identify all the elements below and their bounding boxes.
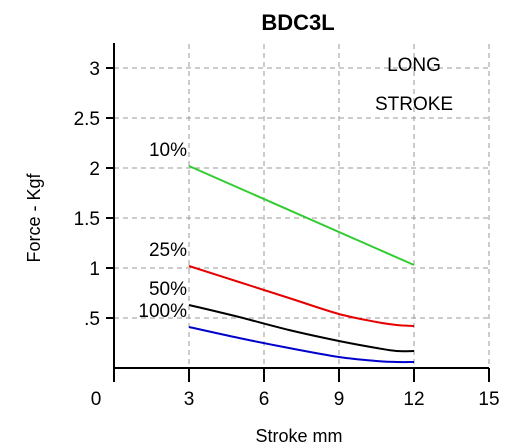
y-tick-label: 1 [89, 259, 100, 280]
annotation-line-2: STROKE [375, 94, 453, 115]
chart-title: BDC3L [261, 10, 334, 35]
series-line-0 [188, 165, 415, 266]
y-tick-label: 2.5 [74, 109, 100, 130]
x-tick-label: 6 [259, 389, 270, 410]
x-tick-label: 15 [478, 389, 499, 410]
x-tick-label: 0 [91, 389, 102, 410]
series-label-2: 50% [149, 279, 187, 300]
x-axis-label: Stroke mm [255, 426, 342, 446]
series-line-3 [188, 326, 415, 364]
x-tick-label: 9 [334, 389, 345, 410]
x-tick-label: 12 [403, 389, 424, 410]
y-tick-label: 2 [89, 159, 100, 180]
series-label-0: 10% [149, 140, 187, 161]
y-axis-label: Force - Kgf [24, 172, 44, 262]
y-tick-label: .5 [84, 309, 100, 330]
series-line-1 [188, 265, 415, 327]
grid [114, 44, 490, 368]
axes: .5 1 1.5 2 2.5 3 0 3 6 9 12 15 [74, 43, 500, 410]
y-tick-label: 3 [89, 59, 100, 80]
series-line-2 [188, 304, 415, 353]
y-tick-label: 1.5 [74, 209, 100, 230]
series-label-1: 25% [149, 240, 187, 261]
series-lines [188, 165, 415, 364]
x-tick-label: 3 [184, 389, 195, 410]
series-labels: 10% 25% 50%100% [138, 140, 187, 322]
series-label-3: 100% [138, 301, 187, 322]
annotation-line-1: LONG [387, 55, 441, 76]
